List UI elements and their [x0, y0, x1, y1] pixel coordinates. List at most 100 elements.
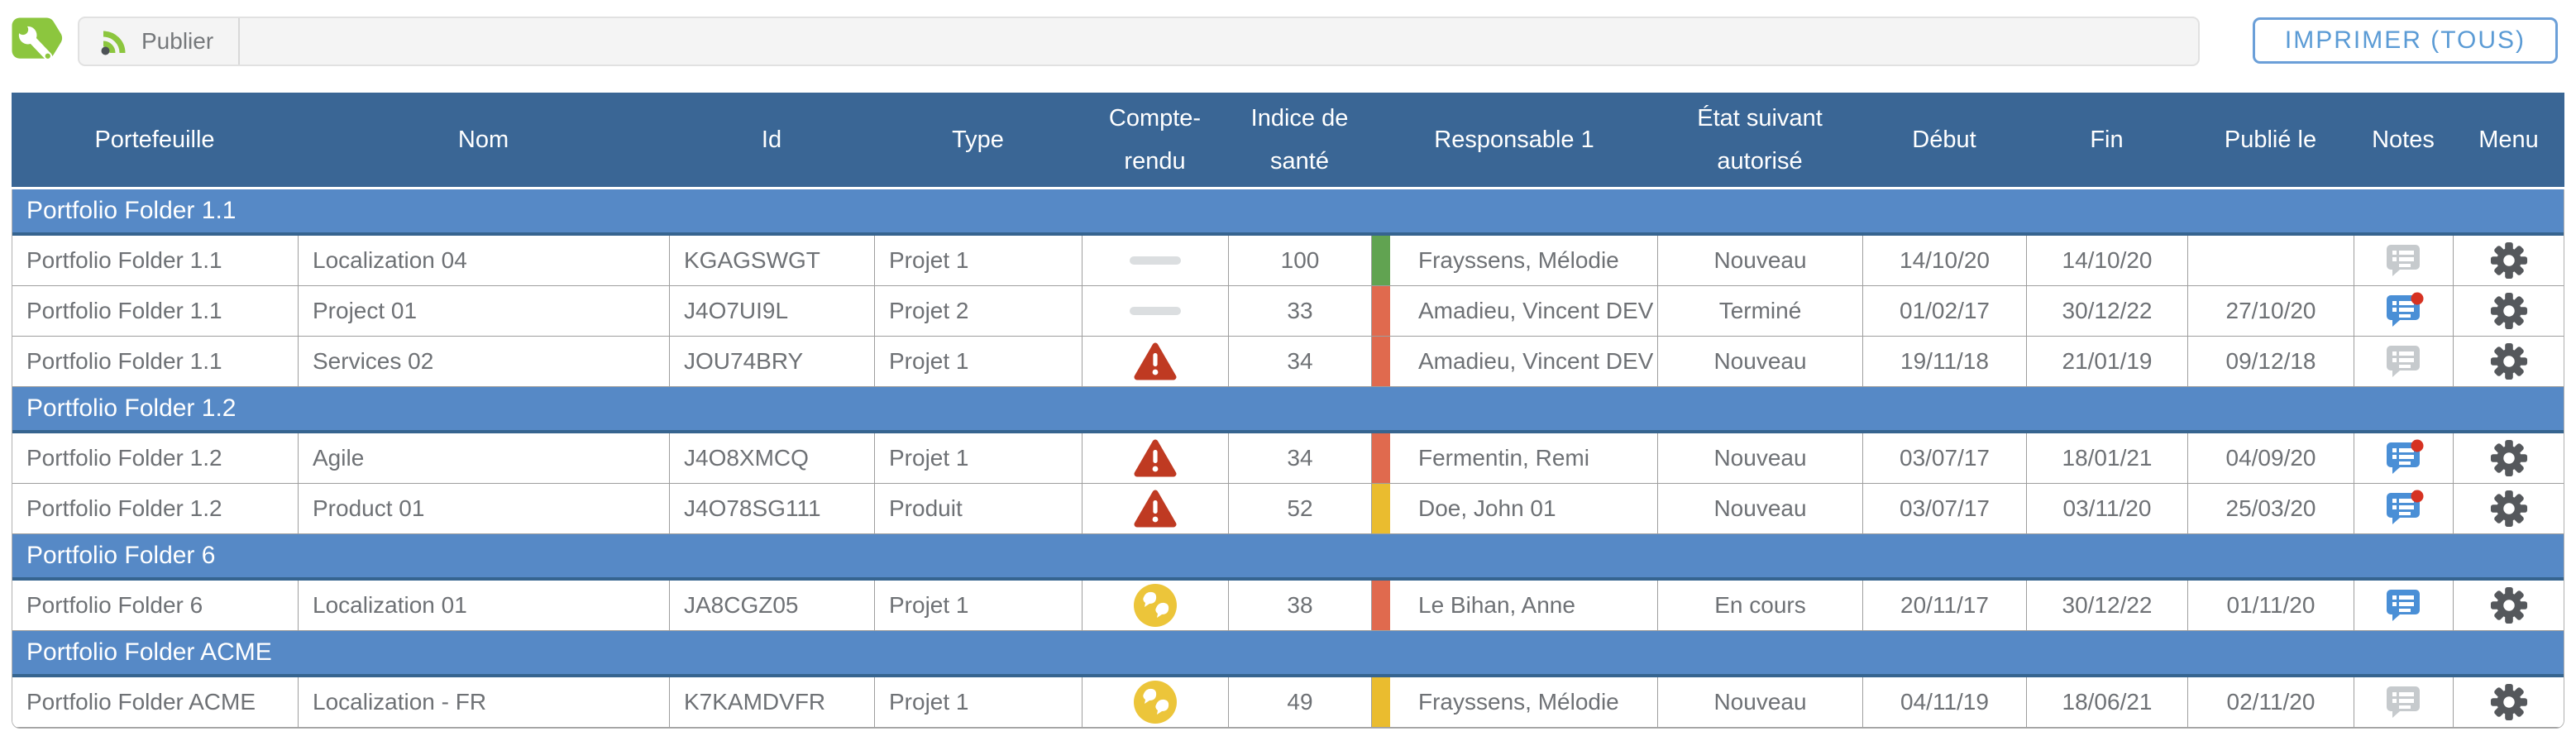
column-header-name[interactable]: Nom — [457, 127, 509, 153]
cell-id: K7KAMDVFR — [670, 677, 875, 728]
row-menu-button[interactable] — [2490, 342, 2528, 380]
group-header-row: Portfolio Folder 1.2 — [12, 387, 2564, 433]
cell-end-date: 30/12/22 — [2027, 581, 2188, 631]
cell-responsible: Le Bihan, Anne — [1372, 581, 1658, 631]
notes-bubble-icon — [2386, 439, 2423, 474]
cell-start-date: 03/07/17 — [1863, 433, 2027, 484]
cell-published-date: 01/11/20 — [2188, 581, 2354, 631]
alert-triangle-icon — [1134, 439, 1177, 477]
cloudy-icon — [1134, 584, 1177, 627]
row-menu-button[interactable] — [2490, 586, 2528, 624]
column-header-portfolio[interactable]: Portefeuille — [94, 127, 215, 153]
cell-type: Produit — [875, 484, 1082, 534]
cell-report — [1082, 581, 1229, 631]
cell-published-date: 27/10/20 — [2188, 286, 2354, 337]
cell-next-state: Nouveau — [1658, 236, 1863, 286]
cell-id: J4O78SG111 — [670, 484, 875, 534]
cell-name: Project 01 — [299, 286, 670, 337]
cell-responsible: Amadieu, Vincent DEV — [1372, 337, 1658, 387]
column-header-id[interactable]: Id — [761, 127, 782, 153]
cell-start-date: 01/02/17 — [1863, 286, 2027, 337]
cell-published-date: 09/12/18 — [2188, 337, 2354, 387]
column-header-notes[interactable]: Notes — [2372, 127, 2435, 153]
column-header-responsible[interactable]: Responsable 1 — [1434, 127, 1594, 153]
notes-button[interactable] — [2384, 342, 2424, 380]
cell-type: Projet 2 — [875, 286, 1082, 337]
cell-start-date: 20/11/17 — [1863, 581, 2027, 631]
cell-portfolio: Portfolio Folder 1.1 — [12, 337, 299, 387]
group-header-row: Portfolio Folder 1.1 — [12, 189, 2564, 236]
row-menu-button[interactable] — [2490, 683, 2528, 721]
dash-icon — [1130, 307, 1181, 315]
row-menu-button[interactable] — [2490, 439, 2528, 477]
health-color-bar — [1372, 484, 1390, 533]
column-header-next-state[interactable]: État suivant autorisé — [1697, 105, 1823, 174]
cell-start-date: 04/11/19 — [1863, 677, 2027, 728]
group-title: Portfolio Folder 6 — [26, 542, 216, 569]
group-header-row: Portfolio Folder ACME — [12, 631, 2564, 677]
row-menu-button[interactable] — [2490, 490, 2528, 528]
column-header-type[interactable]: Type — [952, 127, 1004, 153]
tools-app-button[interactable] — [11, 17, 63, 69]
cell-report — [1082, 337, 1229, 387]
cell-name: Services 02 — [299, 337, 670, 387]
notes-button[interactable] — [2384, 683, 2424, 721]
cell-id: J4O7UI9L — [670, 286, 875, 337]
notes-bubble-icon — [2386, 590, 2420, 621]
cell-responsible: Frayssens, Mélodie — [1372, 236, 1658, 286]
column-header-end[interactable]: Fin — [2090, 127, 2124, 153]
row-menu-button[interactable] — [2490, 241, 2528, 280]
cell-type: Projet 1 — [875, 236, 1082, 286]
column-header-health[interactable]: Indice de santé — [1250, 105, 1349, 174]
table-header-row: Portefeuille Nom Id Type Compte-rendu Indice … — [12, 93, 2564, 187]
health-color-bar — [1372, 236, 1390, 285]
notes-button[interactable] — [2384, 586, 2424, 624]
health-color-bar — [1372, 337, 1390, 386]
notes-button[interactable] — [2384, 490, 2424, 528]
cell-report — [1082, 433, 1229, 484]
cell-type: Projet 1 — [875, 337, 1082, 387]
cell-notes — [2354, 484, 2454, 534]
cell-health-index: 49 — [1229, 677, 1372, 728]
red-dot-badge — [2411, 490, 2423, 503]
group-title: Portfolio Folder 1.2 — [26, 394, 237, 422]
cell-next-state: En cours — [1658, 581, 1863, 631]
notes-bubble-icon — [2386, 686, 2420, 718]
group-title: Portfolio Folder ACME — [26, 638, 272, 666]
publish-tab[interactable]: Publier — [79, 18, 241, 65]
column-header-published[interactable]: Publié le — [2224, 127, 2317, 153]
cell-published-date: 04/09/20 — [2188, 433, 2354, 484]
cell-id: JOU74BRY — [670, 337, 875, 387]
cell-next-state: Nouveau — [1658, 433, 1863, 484]
cell-id: JA8CGZ05 — [670, 581, 875, 631]
notes-bubble-icon — [2386, 245, 2420, 276]
cell-notes — [2354, 581, 2454, 631]
cell-end-date: 18/06/21 — [2027, 677, 2188, 728]
cell-notes — [2354, 286, 2454, 337]
cell-portfolio: Portfolio Folder 1.2 — [12, 433, 299, 484]
responsible-name: Doe, John 01 — [1418, 495, 1556, 521]
column-header-start[interactable]: Début — [1912, 127, 1976, 153]
cell-end-date: 21/01/19 — [2027, 337, 2188, 387]
column-header-menu[interactable]: Menu — [2478, 127, 2539, 153]
publish-toolbar: Publier — [78, 17, 2200, 66]
column-header-report[interactable]: Compte-rendu — [1108, 105, 1202, 174]
portfolio-table-body: Portfolio Folder 1.1 Portfolio Folder 1.1… — [12, 189, 2564, 729]
cell-menu — [2454, 337, 2564, 387]
cell-id: J4O8XMCQ — [670, 433, 875, 484]
notes-button[interactable] — [2384, 292, 2424, 330]
cell-menu — [2454, 236, 2564, 286]
row-menu-button[interactable] — [2490, 292, 2528, 330]
notes-button[interactable] — [2384, 241, 2424, 280]
cell-health-index: 33 — [1229, 286, 1372, 337]
print-all-button[interactable]: IMPRIMER (TOUS) — [2252, 17, 2558, 64]
notes-button[interactable] — [2384, 439, 2424, 477]
cell-health-index: 52 — [1229, 484, 1372, 534]
gear-icon — [2490, 683, 2527, 721]
responsible-name: Amadieu, Vincent DEV — [1418, 348, 1654, 374]
notes-bubble-icon — [2386, 292, 2423, 327]
cell-portfolio: Portfolio Folder 6 — [12, 581, 299, 631]
cell-type: Projet 1 — [875, 677, 1082, 728]
cell-menu — [2454, 677, 2564, 728]
cell-end-date: 03/11/20 — [2027, 484, 2188, 534]
